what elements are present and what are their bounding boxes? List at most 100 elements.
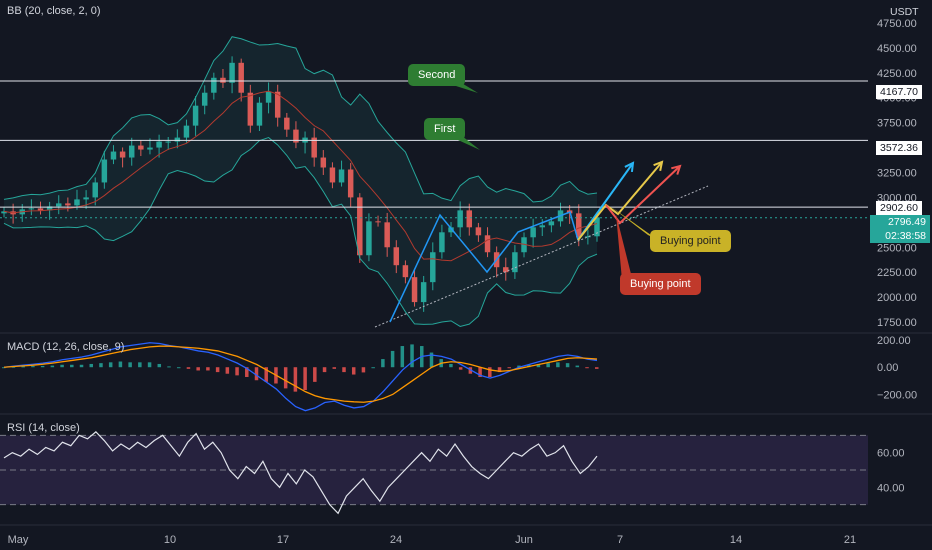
candle-body bbox=[284, 117, 290, 130]
candle-body bbox=[138, 145, 144, 150]
macd-histogram-bar bbox=[138, 362, 142, 368]
callout-first-pointer bbox=[458, 136, 480, 150]
candle-body bbox=[585, 236, 591, 238]
price-tick-label: 2000.00 bbox=[877, 292, 917, 304]
candle-body bbox=[56, 203, 62, 207]
callout-first: First bbox=[424, 118, 466, 140]
macd-histogram-bar bbox=[108, 362, 113, 368]
bb-lower-line bbox=[3, 136, 598, 328]
candle-body bbox=[512, 252, 518, 273]
candle-body bbox=[74, 199, 80, 206]
candle-body bbox=[539, 225, 545, 228]
candle-body bbox=[201, 92, 208, 106]
price-tick-label: 3750.00 bbox=[877, 118, 917, 130]
impulse-line-blue bbox=[389, 211, 579, 323]
candle-body bbox=[265, 91, 272, 103]
candle-body bbox=[347, 169, 354, 198]
time-tick-label: 24 bbox=[390, 534, 402, 546]
macd-histogram-bar bbox=[70, 364, 74, 368]
projection-arrow-red bbox=[605, 165, 681, 225]
candle-body bbox=[101, 159, 108, 183]
candle-body bbox=[329, 167, 336, 183]
currency-label[interactable]: USDT bbox=[890, 6, 919, 18]
candle-body bbox=[83, 197, 89, 200]
macd-histogram-bar bbox=[215, 367, 220, 373]
macd-histogram-bar bbox=[157, 363, 162, 368]
macd-histogram-bar bbox=[322, 367, 327, 373]
macd-histogram-bar bbox=[50, 365, 55, 368]
macd-histogram-bar bbox=[21, 366, 25, 368]
macd-histogram-bar bbox=[449, 363, 453, 368]
candle-body bbox=[393, 247, 400, 266]
level-tag-3572: 3572.36 bbox=[876, 141, 922, 155]
candle-body bbox=[466, 210, 473, 228]
candle-body bbox=[174, 137, 181, 142]
macd-histogram-bar bbox=[147, 362, 152, 368]
candle-body bbox=[192, 105, 199, 126]
macd-histogram-bar bbox=[595, 367, 599, 369]
rsi-indicator-label: RSI (14, close) bbox=[7, 422, 80, 434]
last-price-tag: 2796.49 bbox=[870, 215, 930, 229]
candle-body bbox=[119, 151, 126, 158]
macd-histogram-bar bbox=[410, 344, 414, 368]
candle-body bbox=[147, 147, 153, 150]
time-tick-label: 10 bbox=[164, 534, 176, 546]
macd-histogram-bar bbox=[79, 364, 84, 368]
price-tick-label: 4250.00 bbox=[877, 68, 917, 80]
macd-histogram-bar bbox=[575, 365, 580, 368]
candle-body bbox=[220, 77, 226, 83]
macd-histogram-bar bbox=[565, 363, 570, 368]
macd-indicator-label: MACD (12, 26, close, 9) bbox=[7, 341, 125, 353]
macd-histogram-bar bbox=[225, 367, 230, 374]
bb-basis-line bbox=[3, 90, 598, 262]
macd-histogram-bar bbox=[400, 346, 405, 368]
candle-body bbox=[128, 145, 135, 158]
macd-signal-line bbox=[3, 345, 598, 403]
candle-body bbox=[548, 221, 555, 226]
candle-body bbox=[576, 213, 582, 238]
macd-histogram-bar bbox=[313, 367, 317, 382]
time-tick-label: 7 bbox=[617, 534, 623, 546]
projection-arrow-yellow-head bbox=[653, 160, 664, 172]
callout-buying-point-red: Buying point bbox=[620, 273, 701, 295]
macd-histogram-bar bbox=[478, 367, 482, 377]
candle-body bbox=[320, 157, 327, 168]
macd-histogram-bar bbox=[118, 361, 123, 368]
macd-histogram-bar bbox=[167, 366, 171, 368]
macd-histogram-bar bbox=[264, 367, 268, 382]
macd-histogram-bar bbox=[196, 367, 200, 371]
candle-body bbox=[366, 221, 372, 256]
candle-body bbox=[247, 92, 254, 126]
candle-body bbox=[183, 125, 190, 138]
candle-body bbox=[484, 235, 491, 253]
candle-body bbox=[256, 102, 263, 126]
macd-histogram-bar bbox=[546, 363, 550, 368]
candle-body bbox=[503, 267, 509, 273]
price-tick-label: 2250.00 bbox=[877, 267, 917, 279]
price-tick-label: 2500.00 bbox=[877, 242, 917, 254]
candle-body bbox=[229, 62, 235, 83]
macd-histogram-bar bbox=[11, 366, 16, 368]
macd-tick-label: −200.00 bbox=[877, 389, 917, 401]
projection-arrow-red-head bbox=[671, 164, 682, 175]
candle-body bbox=[402, 265, 409, 278]
time-tick-label: May bbox=[8, 534, 29, 546]
macd-histogram-bar bbox=[429, 352, 434, 368]
candle-body bbox=[384, 222, 390, 248]
macd-histogram-bar bbox=[31, 366, 35, 368]
callout-second: Second bbox=[408, 64, 466, 86]
candle-body bbox=[420, 282, 427, 303]
candle-body bbox=[46, 206, 53, 211]
time-tick-label: 21 bbox=[844, 534, 856, 546]
candle-body bbox=[375, 221, 381, 223]
macd-histogram-bar bbox=[2, 367, 6, 369]
candle-body bbox=[211, 77, 217, 93]
candle-body bbox=[37, 208, 44, 211]
projection-arrow-yellow bbox=[577, 161, 663, 241]
candle-body bbox=[156, 141, 162, 148]
macd-histogram-bar bbox=[40, 365, 45, 368]
macd-histogram-bar bbox=[497, 367, 502, 373]
level-tag-4167: 4167.70 bbox=[876, 85, 922, 99]
macd-histogram-bar bbox=[293, 367, 298, 392]
